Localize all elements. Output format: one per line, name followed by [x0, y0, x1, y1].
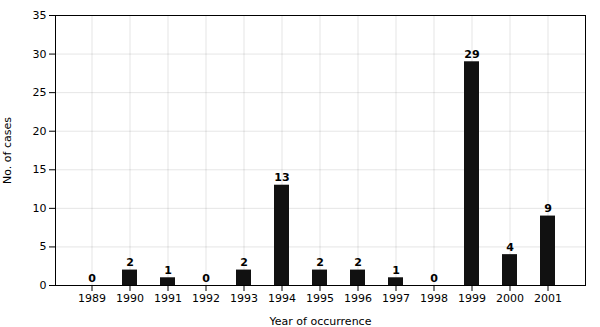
svg-text:2001: 2001: [534, 292, 562, 305]
svg-text:1997: 1997: [382, 292, 410, 305]
svg-text:1993: 1993: [230, 292, 258, 305]
svg-text:2: 2: [240, 256, 248, 269]
svg-text:No. of cases: No. of cases: [1, 117, 14, 184]
svg-text:29: 29: [464, 48, 479, 61]
svg-text:2: 2: [354, 256, 362, 269]
svg-text:4: 4: [506, 241, 514, 254]
svg-text:1989: 1989: [78, 292, 106, 305]
svg-text:1: 1: [392, 264, 400, 277]
svg-text:Year of occurrence: Year of occurrence: [269, 315, 372, 327]
svg-text:1999: 1999: [458, 292, 486, 305]
svg-text:1995: 1995: [306, 292, 334, 305]
svg-text:13: 13: [274, 171, 289, 184]
svg-text:9: 9: [544, 202, 552, 215]
svg-text:10: 10: [33, 202, 47, 215]
svg-text:30: 30: [33, 48, 47, 61]
svg-text:0: 0: [40, 279, 47, 292]
svg-text:1991: 1991: [154, 292, 182, 305]
svg-text:0: 0: [88, 272, 96, 285]
svg-text:0: 0: [430, 272, 438, 285]
svg-text:1992: 1992: [192, 292, 220, 305]
svg-text:1998: 1998: [420, 292, 448, 305]
svg-text:1996: 1996: [344, 292, 372, 305]
svg-text:1: 1: [164, 264, 172, 277]
svg-text:15: 15: [33, 163, 47, 176]
svg-text:1994: 1994: [268, 292, 296, 305]
svg-text:20: 20: [33, 125, 47, 138]
svg-text:1990: 1990: [116, 292, 144, 305]
svg-text:2: 2: [126, 256, 134, 269]
svg-text:2000: 2000: [496, 292, 524, 305]
svg-text:35: 35: [33, 9, 47, 22]
svg-text:5: 5: [40, 240, 47, 253]
svg-text:2: 2: [316, 256, 324, 269]
svg-text:25: 25: [33, 86, 47, 99]
svg-text:0: 0: [202, 272, 210, 285]
